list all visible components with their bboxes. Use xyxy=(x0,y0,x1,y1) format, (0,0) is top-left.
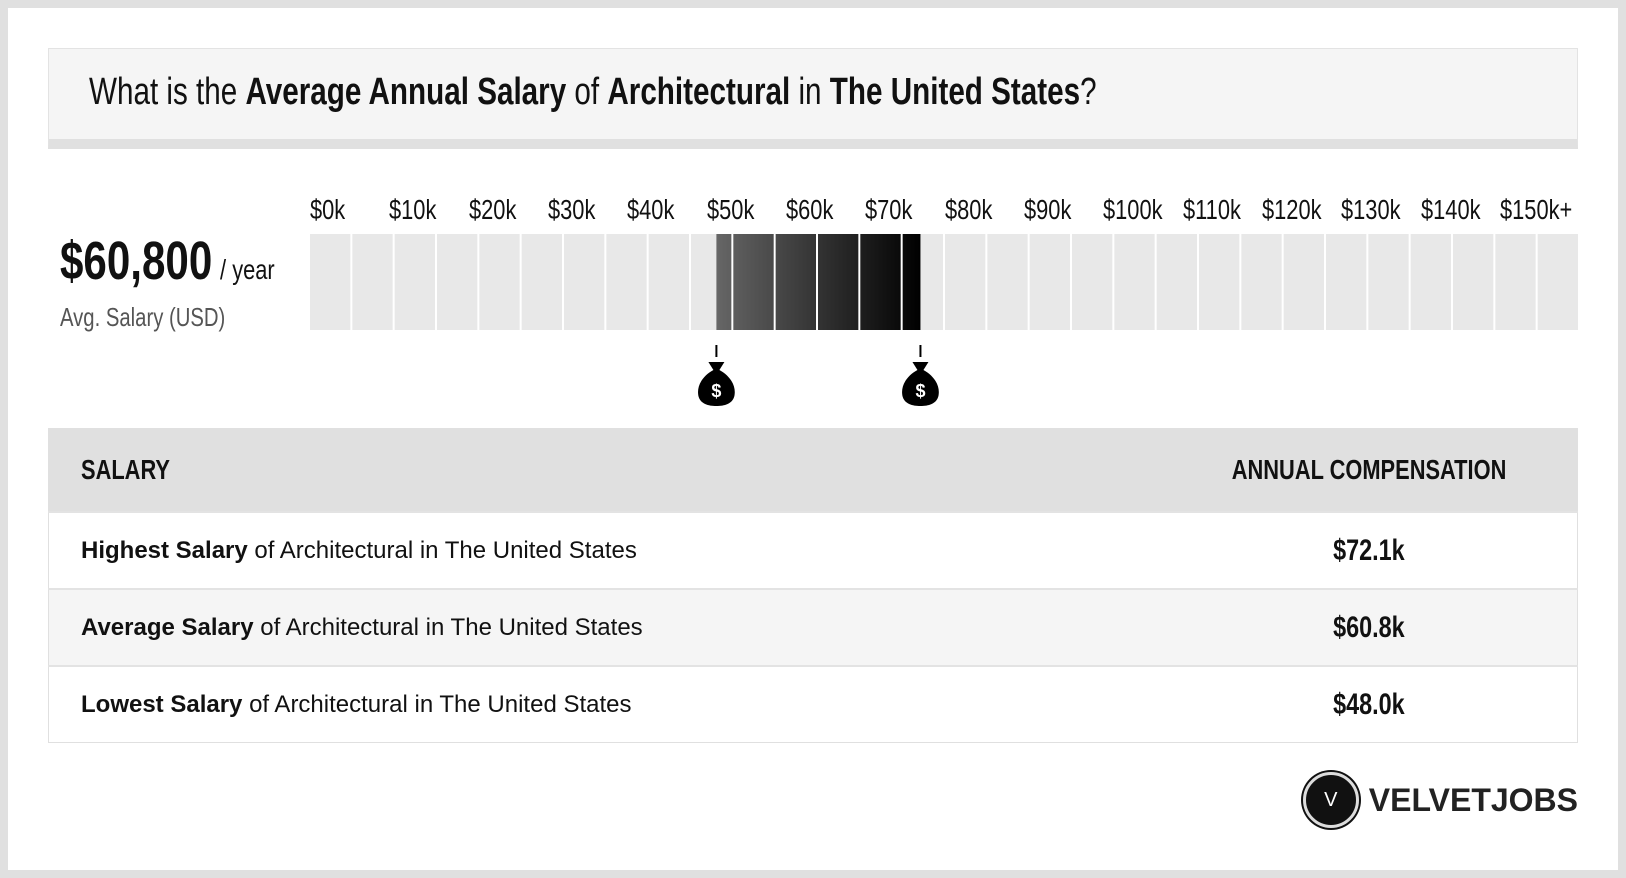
tick-label: $40k xyxy=(627,194,675,225)
average-unit: / year xyxy=(220,254,275,285)
tick-label: $20k xyxy=(468,194,517,225)
tick-label: $90k xyxy=(1024,194,1072,225)
bar-segment xyxy=(564,234,605,330)
bar-segment xyxy=(1029,234,1070,330)
row-label: Highest Salary of Architectural in The U… xyxy=(48,511,1161,589)
bar-segment xyxy=(1410,234,1451,330)
svg-text:$: $ xyxy=(915,381,925,401)
x-axis-ticks: $0k $10k $20k $30k $40k $50k $60k $70k $80k $90k $… xyxy=(310,194,1580,228)
bar-segment xyxy=(352,234,393,330)
table-row: Lowest Salary of Architectural in The Un… xyxy=(48,665,1578,743)
salary-range-chart: $ $ xyxy=(310,234,1578,406)
velvetjobs-logo[interactable]: V VELVETJOBS xyxy=(1302,772,1578,828)
tick-label: $70k xyxy=(865,194,913,225)
bar-segment xyxy=(310,234,351,330)
bar-segment xyxy=(394,234,435,330)
range-segment xyxy=(902,234,921,330)
header-compensation: ANNUAL COMPENSATION xyxy=(1160,428,1578,512)
tick-label: $120k xyxy=(1262,194,1322,225)
title-box: What is the Average Annual Salary of Arc… xyxy=(48,48,1578,149)
svg-text:$: $ xyxy=(711,381,721,401)
tick-label: $10k xyxy=(389,194,437,225)
money-bag-icon: $ xyxy=(698,345,735,406)
bar-segment xyxy=(1156,234,1197,330)
row-value: $60.8k xyxy=(1160,588,1578,666)
range-segment xyxy=(733,234,774,330)
bar-segment xyxy=(648,234,689,330)
tick-label: $110k xyxy=(1182,194,1241,225)
tick-label: $140k xyxy=(1420,194,1481,225)
row-value: $72.1k xyxy=(1160,511,1578,589)
range-segment xyxy=(716,234,732,330)
bar-segment xyxy=(606,234,647,330)
table-header: SALARY ANNUAL COMPENSATION xyxy=(48,428,1578,512)
bar-segment xyxy=(1326,234,1367,330)
average-value: $60,800 xyxy=(60,231,213,291)
bar-segment xyxy=(987,234,1028,330)
bar-segment xyxy=(521,234,562,330)
average-salary: $60,800/ year xyxy=(60,230,335,292)
salary-table: SALARY ANNUAL COMPENSATION Highest Salar… xyxy=(48,428,1578,743)
tick-label: $0k xyxy=(310,194,346,225)
row-label: Lowest Salary of Architectural in The Un… xyxy=(48,665,1161,743)
logo-icon: V xyxy=(1302,772,1359,828)
logo-text: VELVETJOBS xyxy=(1368,781,1578,818)
page-title: What is the Average Annual Salary of Arc… xyxy=(89,71,1097,113)
tick-label: $30k xyxy=(548,194,596,225)
tick-label: $100k xyxy=(1103,194,1163,225)
table-row: Average Salary of Architectural in The U… xyxy=(48,588,1578,666)
table-row: Highest Salary of Architectural in The U… xyxy=(48,511,1578,589)
range-segment xyxy=(860,234,901,330)
bar-segment xyxy=(945,234,986,330)
bar-segment xyxy=(479,234,520,330)
bar-segment xyxy=(1368,234,1409,330)
row-label: Average Salary of Architectural in The U… xyxy=(48,588,1161,666)
row-value: $48.0k xyxy=(1160,665,1578,743)
tick-label: $50k xyxy=(706,194,755,225)
bar-segment xyxy=(1114,234,1155,330)
average-label: Avg. Salary (USD) xyxy=(60,302,226,332)
bar-segment xyxy=(1495,234,1536,330)
bar-segment xyxy=(1199,234,1240,330)
salary-card: What is the Average Annual Salary of Arc… xyxy=(8,8,1618,870)
tick-label: $130k xyxy=(1341,194,1401,225)
range-segment xyxy=(818,234,859,330)
bar-segment xyxy=(1283,234,1324,330)
bar-segment xyxy=(1453,234,1494,330)
bar-segment xyxy=(1072,234,1113,330)
money-bag-icon: $ xyxy=(902,345,939,406)
tick-label: $80k xyxy=(944,194,993,225)
header-salary: SALARY xyxy=(48,428,1161,512)
range-segment xyxy=(775,234,816,330)
bar-segment xyxy=(1241,234,1282,330)
tick-label: $60k xyxy=(786,194,834,225)
tick-label: $150k+ xyxy=(1500,194,1573,225)
bar-segment xyxy=(1537,234,1578,330)
bar-segment xyxy=(437,234,478,330)
